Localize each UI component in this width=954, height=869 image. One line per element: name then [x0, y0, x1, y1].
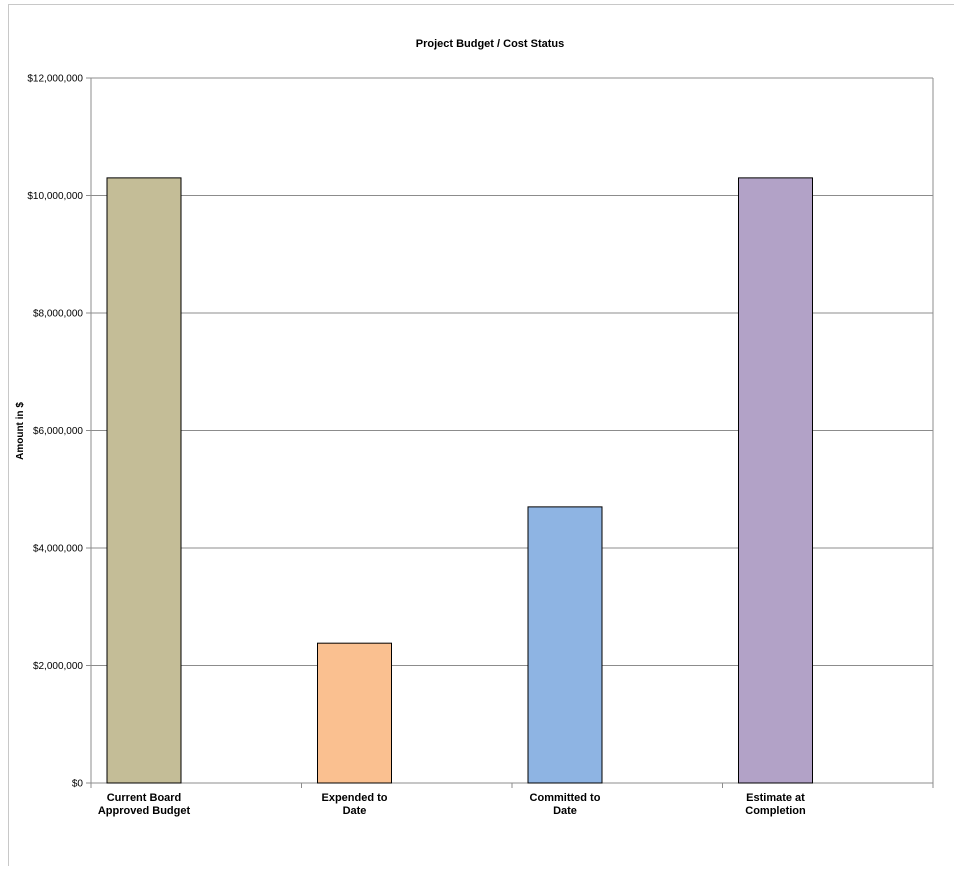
y-tick-label: $8,000,000	[33, 309, 83, 320]
y-tick-label: $2,000,000	[33, 661, 83, 672]
y-tick-label: $4,000,000	[33, 544, 83, 555]
y-tick-label: $10,000,000	[27, 191, 83, 202]
x-category-label: Approved Budget	[98, 805, 191, 817]
x-category-label: Committed to	[530, 792, 601, 804]
y-tick-label: $0	[72, 779, 84, 790]
x-category-label: Current Board	[107, 792, 182, 804]
chart-title: Project Budget / Cost Status	[416, 38, 565, 50]
y-axis-label: Amount in $	[15, 402, 26, 460]
y-tick-label: $12,000,000	[27, 74, 83, 85]
y-axis-ticks: $0 $2,000,000 $4,000,000 $6,000,000 $8,000,0…	[27, 74, 91, 790]
bar	[738, 177, 813, 784]
x-category-label: Date	[343, 805, 367, 817]
x-category-label: Date	[553, 805, 577, 817]
x-category-label: Expended to	[321, 792, 387, 804]
bar	[106, 177, 182, 784]
x-category-label: Estimate at	[746, 792, 805, 804]
bar	[527, 506, 603, 784]
y-tick-label: $6,000,000	[33, 426, 83, 437]
chart-frame	[8, 4, 954, 866]
bars	[106, 177, 813, 784]
bar	[317, 642, 392, 784]
x-category-label: Completion	[745, 805, 806, 817]
